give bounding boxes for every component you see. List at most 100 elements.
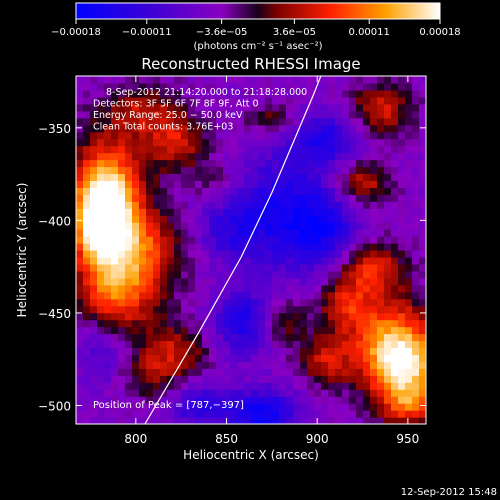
heatmap-cell: [139, 347, 147, 355]
heatmap-cell: [405, 256, 413, 265]
heatmap-cell: [202, 76, 210, 84]
heatmap-cell: [384, 319, 392, 328]
heatmap-cell: [342, 166, 350, 175]
heatmap-cell: [279, 96, 287, 105]
heatmap-cell: [209, 326, 217, 335]
heatmap-cell: [342, 305, 350, 314]
heatmap-cell: [265, 76, 273, 84]
heatmap-cell: [405, 389, 413, 397]
heatmap-cell: [405, 243, 413, 251]
heatmap-cell: [412, 138, 420, 147]
heatmap-cell: [293, 194, 301, 202]
heatmap-cell: [265, 389, 273, 397]
heatmap-cell: [97, 396, 105, 404]
heatmap-cell: [83, 284, 91, 293]
heatmap-cell: [167, 117, 175, 126]
heatmap-cell: [244, 270, 252, 279]
heatmap-cell: [125, 173, 133, 181]
heatmap-cell: [244, 201, 252, 209]
heatmap-cell: [363, 284, 371, 293]
heatmap-cell: [265, 96, 273, 105]
heatmap-cell: [104, 187, 112, 195]
heatmap-cell: [279, 82, 287, 91]
heatmap-cell: [258, 410, 266, 418]
heatmap-cell: [405, 82, 413, 91]
heatmap-cell: [405, 403, 413, 411]
heatmap-cell: [97, 298, 105, 307]
heatmap-cell: [202, 215, 210, 223]
heatmap-cell: [356, 312, 364, 321]
heatmap-cell: [321, 417, 329, 424]
heatmap-cell: [314, 173, 322, 181]
heatmap-cell: [370, 326, 378, 335]
heatmap-cell: [174, 229, 182, 237]
heatmap-cell: [209, 389, 217, 397]
x-tick-label: 950: [396, 432, 419, 446]
heatmap-cell: [335, 173, 343, 181]
heatmap-cell: [377, 222, 385, 230]
heatmap-cell: [356, 82, 364, 91]
heatmap-cell: [405, 410, 413, 418]
heatmap-cell: [279, 389, 287, 397]
heatmap-cell: [160, 403, 168, 411]
heatmap-cell: [335, 305, 343, 314]
heatmap-cell: [272, 382, 280, 390]
heatmap-cell: [405, 277, 413, 286]
heatmap-cell: [405, 208, 413, 216]
heatmap-cell: [300, 89, 308, 98]
heatmap-cell: [174, 96, 182, 105]
heatmap-cell: [328, 354, 336, 362]
heatmap-cell: [384, 361, 392, 369]
heatmap-cell: [293, 361, 301, 369]
heatmap-cell: [258, 389, 266, 397]
heatmap-cell: [314, 166, 322, 175]
heatmap-cell: [398, 417, 406, 424]
heatmap-cell: [125, 124, 133, 133]
heatmap-cell: [181, 326, 189, 335]
heatmap-cell: [181, 354, 189, 362]
heatmap-cell: [153, 166, 161, 175]
heatmap-cell: [174, 361, 182, 369]
heatmap-cell: [223, 396, 231, 404]
heatmap-cell: [188, 270, 196, 279]
heatmap-cell: [419, 361, 426, 369]
heatmap-cell: [314, 236, 322, 244]
heatmap-cell: [363, 340, 371, 349]
heatmap-cell: [405, 222, 413, 230]
heatmap-cell: [160, 138, 168, 147]
heatmap-cell: [251, 145, 259, 154]
heatmap-cell: [146, 389, 154, 397]
heatmap-cell: [405, 117, 413, 126]
heatmap-cell: [83, 117, 91, 126]
heatmap-cell: [293, 270, 301, 279]
heatmap-cell: [321, 410, 329, 418]
heatmap-cell: [216, 187, 224, 195]
heatmap-cell: [335, 103, 343, 112]
heatmap-cell: [279, 347, 287, 355]
heatmap-cell: [209, 117, 217, 126]
heatmap-cell: [230, 347, 238, 355]
heatmap-cell: [125, 110, 133, 119]
heatmap-cell: [83, 333, 91, 342]
heatmap-cell: [419, 243, 426, 251]
heatmap-cell: [104, 159, 112, 168]
heatmap-cell: [363, 263, 371, 272]
heatmap-cell: [181, 277, 189, 286]
heatmap-cell: [76, 284, 84, 293]
heatmap-cell: [76, 298, 84, 307]
heatmap-cell: [76, 215, 84, 223]
heatmap-cell: [111, 222, 119, 230]
heatmap-cell: [370, 201, 378, 209]
heatmap-cell: [356, 76, 364, 84]
heatmap-cell: [293, 131, 301, 140]
heatmap-cell: [153, 236, 161, 244]
heatmap-cell: [335, 76, 343, 84]
heatmap-cell: [349, 277, 357, 286]
heatmap-cell: [321, 110, 329, 119]
heatmap-cell: [363, 277, 371, 286]
heatmap-cell: [244, 277, 252, 286]
heatmap-cell: [230, 229, 238, 237]
heatmap-cell: [160, 145, 168, 154]
heatmap-cell: [90, 173, 98, 181]
heatmap-cell: [363, 208, 371, 216]
